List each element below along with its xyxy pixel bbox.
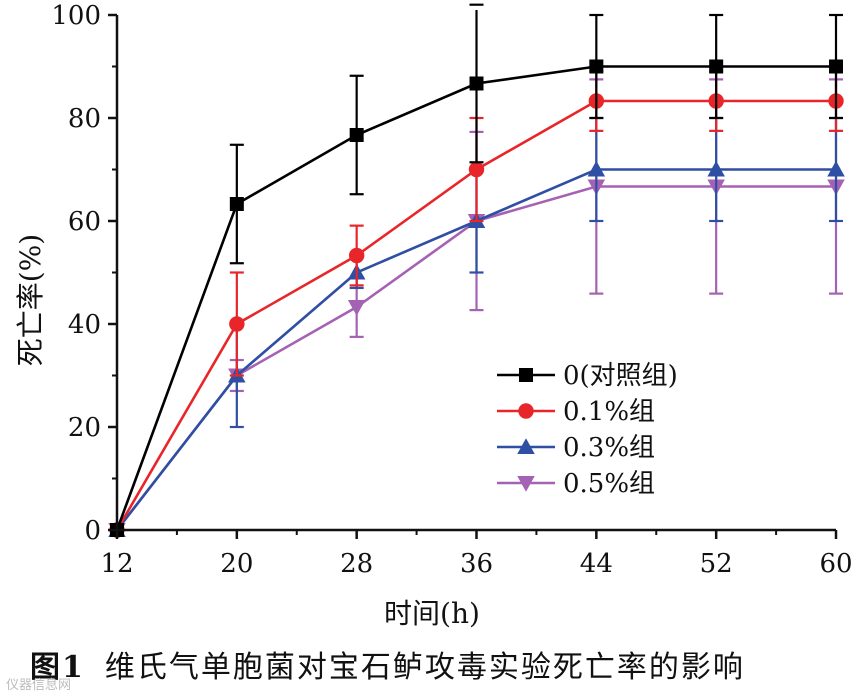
- data-point: [589, 59, 604, 74]
- legend-marker: [519, 368, 533, 382]
- legend-item-1: 0.1%组: [497, 397, 655, 427]
- legend-item-3: 0.5%组: [497, 469, 655, 499]
- data-point: [229, 197, 244, 212]
- data-point: [349, 127, 364, 142]
- x-tick-label: 44: [580, 549, 613, 579]
- x-tick-label: 20: [220, 549, 253, 579]
- y-tick-label: 80: [68, 104, 101, 134]
- x-tick-label: 60: [819, 549, 852, 579]
- legend-label: 0.5%组: [563, 469, 655, 499]
- data-point: [229, 316, 245, 332]
- data-point: [468, 161, 485, 178]
- series-0: [110, 3, 843, 537]
- figure-label: 图1: [30, 650, 85, 685]
- y-tick-label: 40: [68, 310, 101, 340]
- data-point: [348, 247, 365, 264]
- y-tick-label: 0: [84, 516, 101, 546]
- y-tick-label: 20: [68, 413, 101, 443]
- legend-marker: [517, 438, 535, 454]
- legend-marker: [517, 476, 535, 492]
- legend-marker: [518, 403, 534, 419]
- mortality-line-chart: 12 20 28 36 44 52 60 0 20 40 60 80 100 0(对照组) 0.1%组 0.…: [14, 1, 853, 630]
- data-point: [709, 59, 724, 74]
- y-tick-label: 100: [51, 1, 101, 31]
- legend-item-2: 0.3%组: [497, 433, 655, 463]
- watermark-text: 仪器信息网: [6, 678, 72, 693]
- x-tick-label: 52: [700, 549, 733, 579]
- x-tick-label: 28: [340, 549, 373, 579]
- figure-caption-text: 维氏气单胞菌对宝石鲈攻毒实验死亡率的影响: [104, 650, 745, 685]
- x-tick-label: 12: [100, 549, 133, 579]
- legend-label: 0.1%组: [563, 397, 655, 427]
- data-point: [829, 59, 843, 74]
- x-axis-label: 时间(h): [384, 597, 480, 630]
- data-point: [587, 160, 606, 177]
- legend-label: 0.3%组: [563, 433, 655, 463]
- x-tick-label: 36: [460, 549, 493, 579]
- legend-label: 0(对照组): [563, 361, 678, 391]
- data-point: [347, 300, 366, 316]
- y-tick-label: 60: [68, 207, 101, 237]
- data-point: [469, 76, 484, 91]
- data-point: [707, 160, 725, 177]
- figure-caption: 图1 维氏气单胞菌对宝石鲈攻毒实验死亡率的影响: [30, 648, 855, 688]
- data-point: [827, 160, 845, 177]
- legend-item-0: 0(对照组): [497, 361, 678, 391]
- y-axis-label: 死亡率(%): [14, 234, 47, 366]
